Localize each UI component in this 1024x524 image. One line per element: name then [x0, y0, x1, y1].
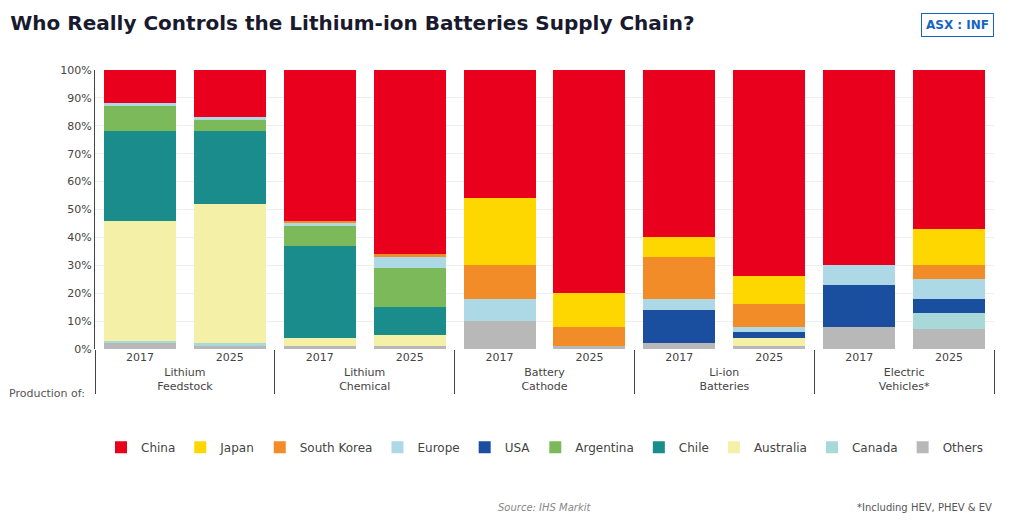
svg-text:80%: 80% [67, 120, 91, 133]
svg-text:BatteryCathode: BatteryCathode [521, 366, 567, 393]
svg-text:90%: 90% [67, 92, 91, 105]
svg-text:70%: 70% [67, 148, 91, 161]
svg-text:2025: 2025 [935, 351, 963, 364]
svg-text:2017: 2017 [306, 351, 334, 364]
svg-text:40%: 40% [67, 231, 91, 244]
svg-text:30%: 30% [67, 259, 91, 272]
svg-text:USA: USA [505, 441, 531, 455]
svg-text:Europe: Europe [417, 441, 459, 455]
svg-text:2017: 2017 [665, 351, 693, 364]
svg-text:20%: 20% [67, 287, 91, 300]
svg-text:Li-ionBatteries: Li-ionBatteries [699, 366, 749, 393]
svg-text:Production of:: Production of: [9, 387, 85, 400]
svg-text:100%: 100% [60, 64, 91, 77]
svg-text:Japan: Japan [219, 441, 253, 455]
svg-text:2025: 2025 [396, 351, 424, 364]
svg-text:2017: 2017 [845, 351, 873, 364]
svg-text:LithiumChemical: LithiumChemical [339, 366, 390, 393]
svg-text:ElectricVehicles*: ElectricVehicles* [879, 366, 930, 393]
svg-text:2025: 2025 [216, 351, 244, 364]
svg-text:Source: IHS Markit: Source: IHS Markit [498, 502, 592, 513]
svg-text:ASX : INF: ASX : INF [926, 18, 989, 32]
svg-text:China: China [141, 441, 175, 455]
svg-text:Others: Others [943, 441, 983, 455]
svg-text:2025: 2025 [575, 351, 603, 364]
svg-text:60%: 60% [67, 175, 91, 188]
svg-text:0%: 0% [74, 343, 91, 356]
svg-text:*Including HEV, PHEV & EV: *Including HEV, PHEV & EV [857, 502, 992, 513]
svg-text:2025: 2025 [755, 351, 783, 364]
svg-text:2017: 2017 [126, 351, 154, 364]
svg-text:50%: 50% [67, 203, 91, 216]
svg-text:Canada: Canada [852, 441, 898, 455]
svg-text:LithiumFeedstock: LithiumFeedstock [157, 366, 213, 393]
svg-text:Chile: Chile [679, 441, 709, 455]
svg-text:Australia: Australia [754, 441, 807, 455]
svg-text:2017: 2017 [486, 351, 514, 364]
svg-text:10%: 10% [67, 315, 91, 328]
svg-text:South Korea: South Korea [300, 441, 373, 455]
svg-text:Who Really Controls the Lithiu: Who Really Controls the Lithium-ion Batt… [10, 11, 694, 35]
svg-text:Argentina: Argentina [575, 441, 634, 455]
